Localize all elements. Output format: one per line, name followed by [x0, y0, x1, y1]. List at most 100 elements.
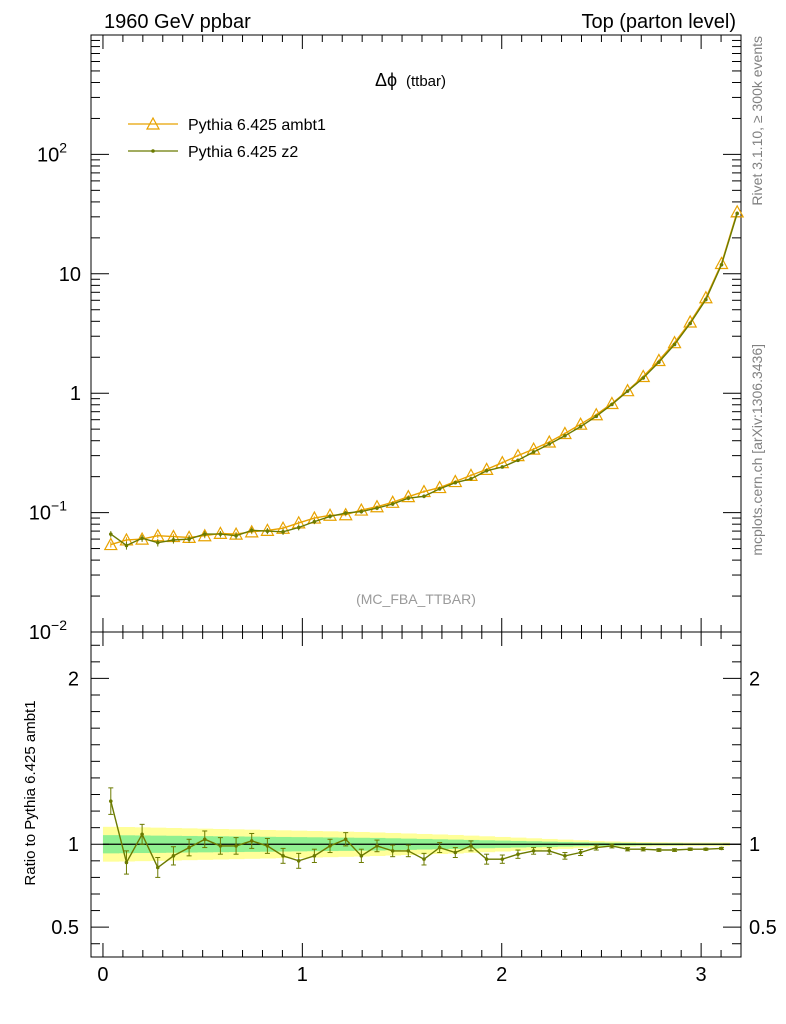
- plot-label-text: (ttbar): [406, 73, 446, 90]
- data-point-ambt1: [354, 502, 369, 516]
- legend-marker-z2: [151, 149, 155, 153]
- data-point-ambt1: [667, 335, 682, 349]
- legend: Pythia 6.425 ambt1 Pythia 6.425 z2: [128, 116, 326, 161]
- data-point-z2: [124, 543, 129, 548]
- data-point-z2: [516, 458, 520, 463]
- data-point-ambt1: [651, 353, 666, 367]
- data-point-ambt1: [401, 489, 416, 503]
- data-point-ambt1: [385, 495, 400, 508]
- ratio-point-z2: [234, 844, 238, 848]
- ratio-point-z2: [202, 837, 207, 842]
- ratio-ytick-label: 2: [68, 668, 79, 690]
- ratio-axis-ticks: 0.5 0.5 1 1 2 2 0 1 2 3: [51, 632, 777, 986]
- ratio-point-z2: [375, 844, 379, 848]
- data-point-ambt1: [714, 256, 729, 270]
- ratio-point-z2: [610, 844, 614, 848]
- ratio-point-z2: [124, 860, 129, 865]
- data-point-ambt1: [604, 396, 619, 410]
- data-point-z2: [108, 532, 113, 536]
- ratio-point-z2: [140, 832, 144, 837]
- data-point-z2: [359, 509, 364, 514]
- data-point-z2: [218, 532, 223, 536]
- data-point-z2: [281, 530, 285, 534]
- ratio-point-z2: [625, 847, 630, 852]
- data-point-ambt1: [229, 526, 244, 540]
- data-point-z2: [500, 465, 505, 469]
- data-point-ambt1: [620, 383, 635, 397]
- mcplots-text: mcplots.cern.ch [arXiv:1306.3436]: [749, 344, 765, 556]
- header-left-title: 1960 GeV ppbar: [104, 11, 251, 33]
- ratio-point-z2: [343, 837, 348, 842]
- data-point-z2: [422, 494, 426, 499]
- data-point-z2: [719, 262, 724, 267]
- ratio-point-z2: [672, 848, 677, 852]
- ratio-point-z2: [516, 852, 520, 856]
- ratio-point-z2: [594, 845, 599, 850]
- ratio-point-z2: [500, 857, 505, 861]
- data-point-z2: [406, 496, 411, 501]
- ratio-point-z2: [108, 799, 113, 803]
- data-point-z2: [296, 525, 301, 530]
- ratio-point-z2: [155, 865, 160, 870]
- data-point-ambt1: [213, 526, 228, 539]
- ratio-point-z2: [265, 844, 270, 848]
- data-point-z2: [484, 468, 489, 473]
- main-ytick-label: 10−1: [29, 498, 67, 525]
- ratio-point-z2: [547, 849, 552, 853]
- data-point-z2: [594, 414, 599, 419]
- main-ytick-label: 1: [70, 383, 81, 405]
- data-point-z2: [688, 321, 692, 326]
- data-point-z2: [578, 424, 583, 429]
- data-point-z2: [312, 519, 317, 524]
- ratio-point-z2: [422, 857, 426, 861]
- ratio-series-line-z2: [110, 800, 722, 869]
- ratio-point-z2: [328, 844, 332, 848]
- data-point-z2: [469, 476, 473, 481]
- ratio-ylabel: Ratio to Pythia 6.425 ambt1: [22, 700, 39, 885]
- data-point-ambt1: [526, 441, 541, 455]
- ratio-point-z2: [578, 850, 583, 855]
- xtick-label: 3: [696, 964, 707, 986]
- legend-marker-ambt1: [145, 116, 161, 130]
- data-point-ambt1: [448, 474, 463, 488]
- ratio-ytick-label: 1: [68, 834, 79, 856]
- data-point-ambt1: [730, 204, 745, 218]
- ratio-point-z2: [312, 854, 317, 858]
- ratio-point-z2: [249, 839, 254, 843]
- ratio-ytick-label: 0.5: [51, 917, 79, 939]
- main-axis-ticks: 10−2 10−1 1 10 102: [29, 35, 741, 644]
- ratio-band-layer: [102, 826, 741, 862]
- data-point-z2: [641, 376, 646, 380]
- data-point-ambt1: [260, 523, 275, 536]
- data-point-z2: [249, 528, 254, 533]
- ratio-point-z2: [359, 854, 364, 858]
- main-ytick-label: 102: [37, 139, 67, 166]
- ratio-point-z2: [296, 859, 301, 863]
- main-ytick-label: 10−2: [29, 617, 67, 644]
- main-ytick-label: 10: [59, 264, 81, 286]
- ratio-point-z2: [187, 845, 191, 850]
- data-point-ambt1: [323, 508, 338, 521]
- data-point-z2: [171, 538, 176, 542]
- header-right-title: Top (parton level): [581, 11, 736, 33]
- data-point-z2: [140, 536, 144, 541]
- data-point-z2: [657, 360, 661, 364]
- data-point-ambt1: [636, 369, 651, 383]
- data-point-z2: [704, 297, 708, 302]
- ratio-point-z2: [406, 849, 411, 853]
- ratio-point-z2: [641, 847, 646, 852]
- data-point-z2: [375, 506, 379, 510]
- ratio-point-z2: [688, 847, 692, 852]
- xtick-label: 0: [97, 964, 108, 986]
- legend-label-ambt1: Pythia 6.425 ambt1: [188, 117, 326, 134]
- main-series-layer: [103, 204, 745, 551]
- data-point-z2: [234, 533, 238, 538]
- data-point-z2: [187, 537, 191, 541]
- plot-label-symbol: Δϕ: [375, 70, 397, 90]
- ratio-point-z2: [453, 850, 458, 855]
- analysis-tag: (MC_FBA_TTBAR): [356, 591, 476, 607]
- ratio-point-z2: [390, 849, 395, 853]
- ratio-point-z2: [281, 854, 285, 858]
- data-point-z2: [155, 540, 160, 545]
